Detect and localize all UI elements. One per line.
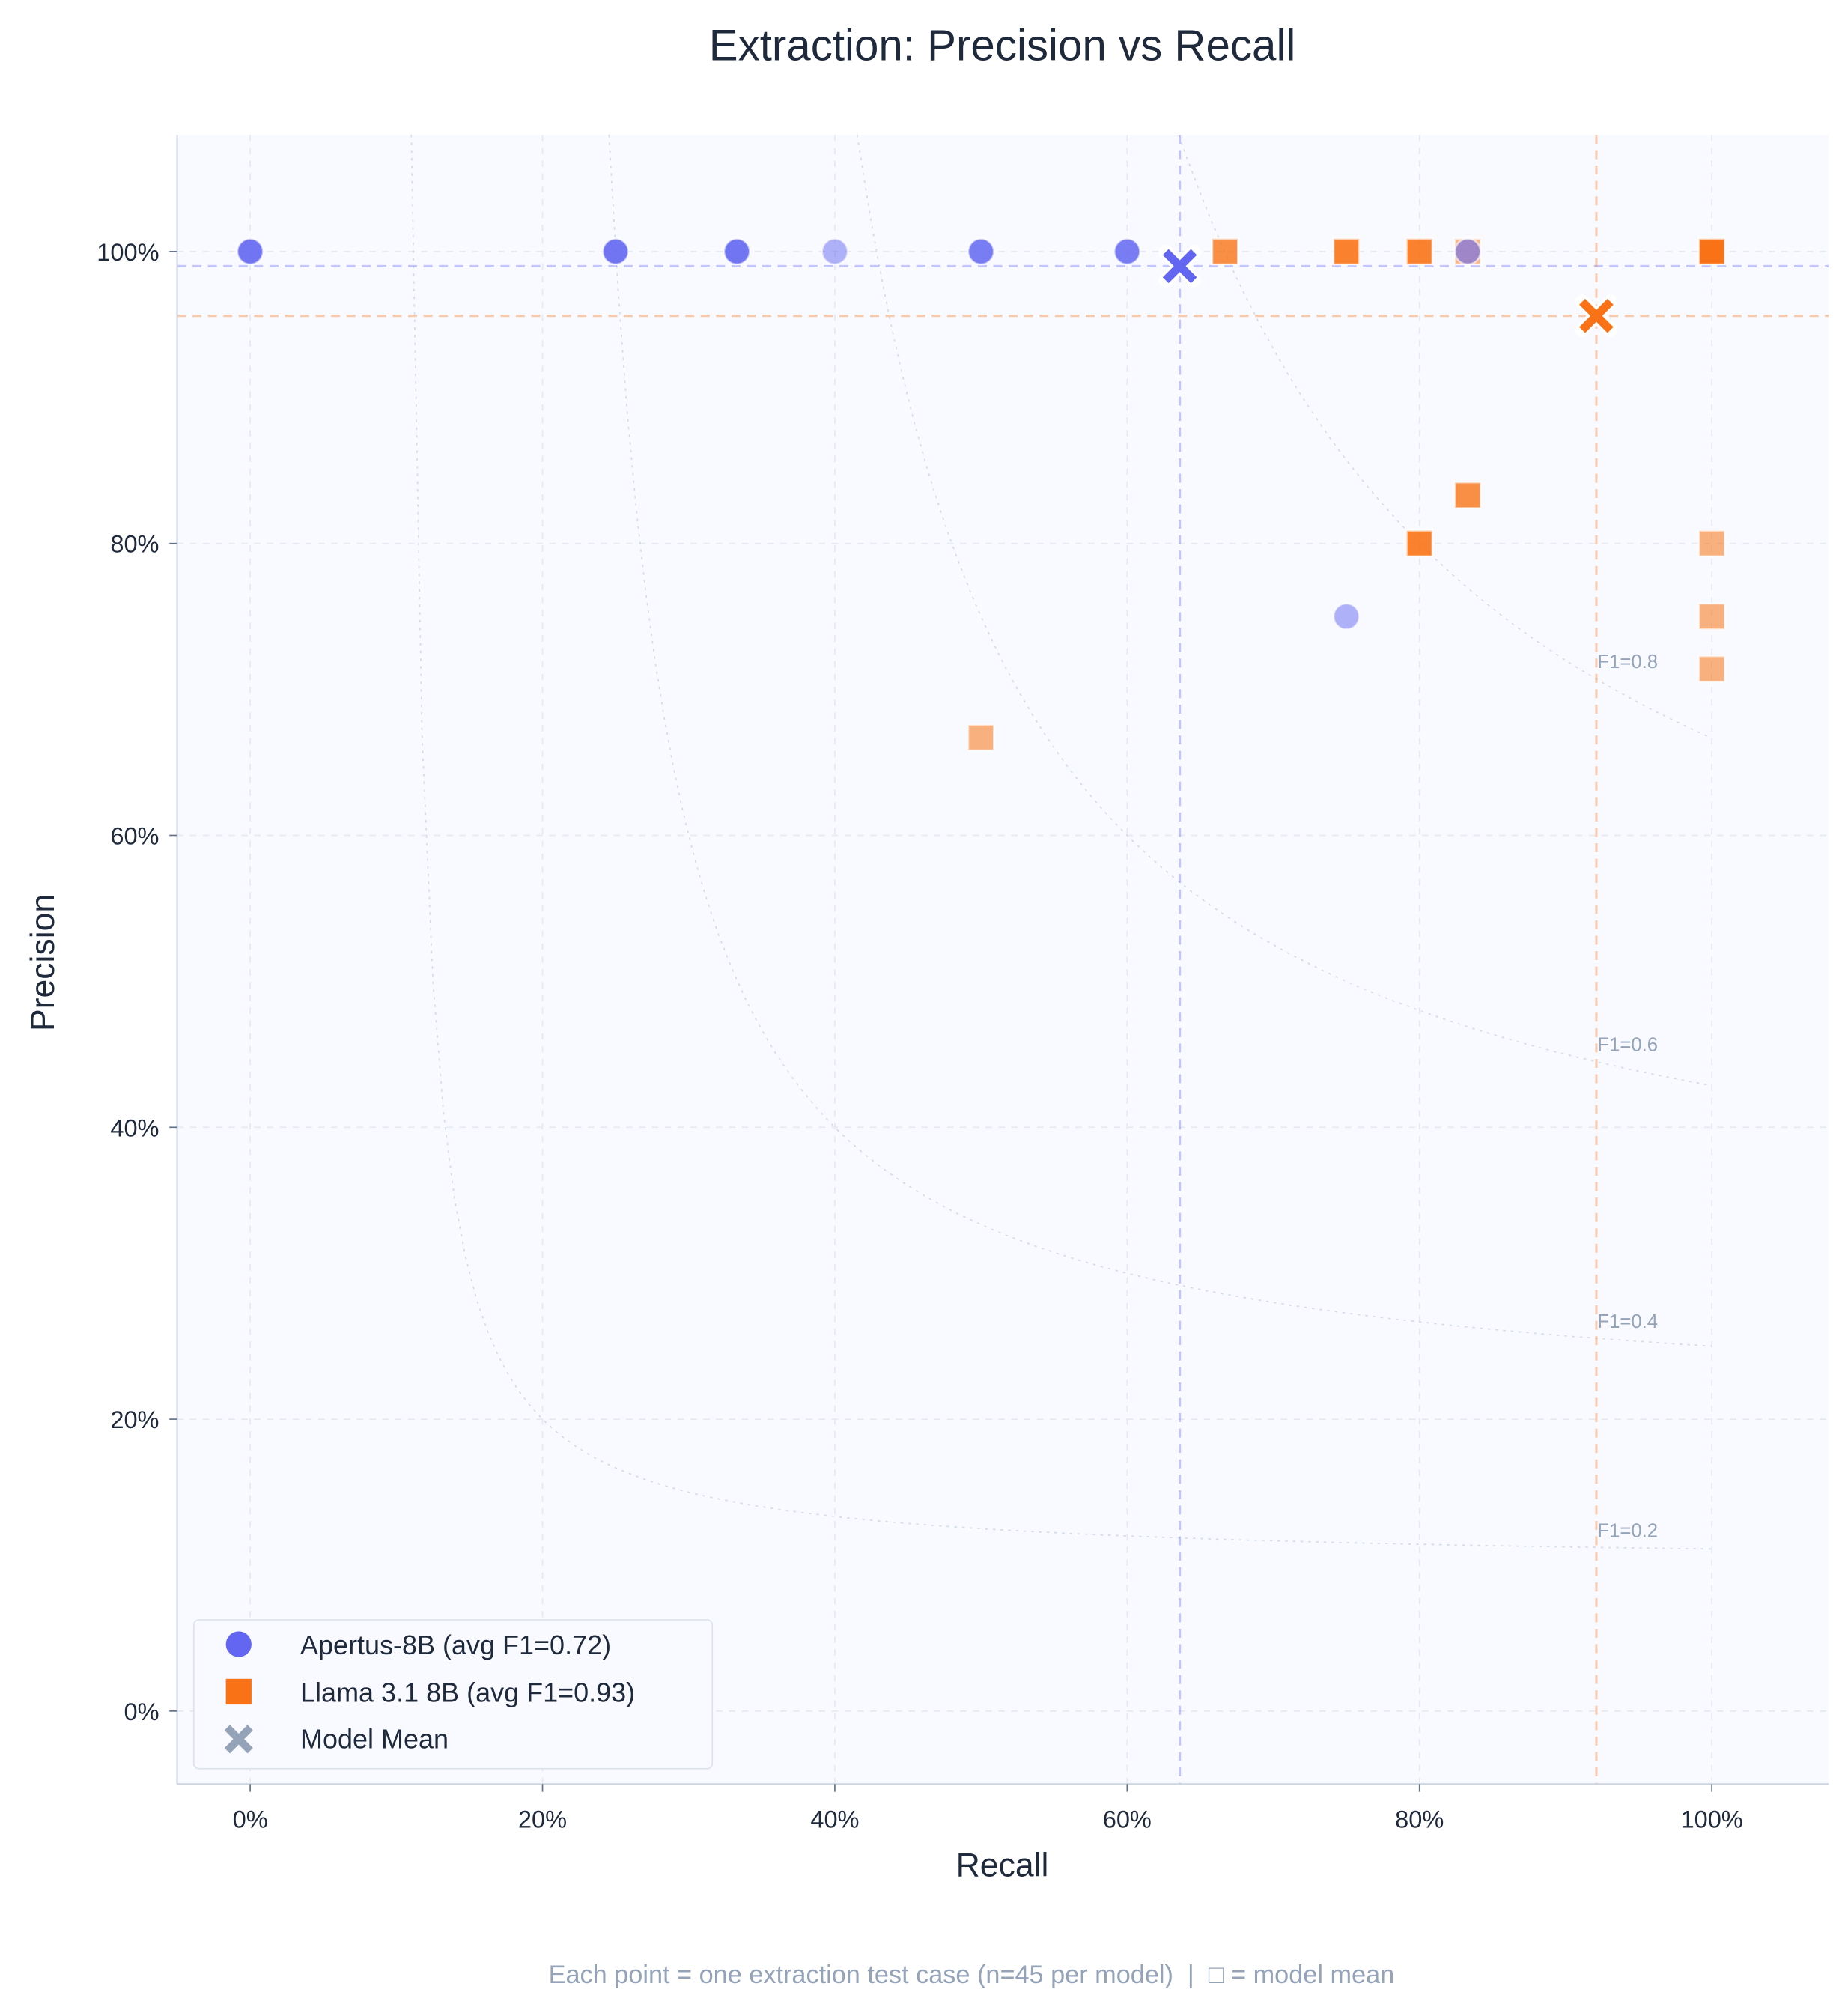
legend-label-mean: Model Mean [300,1723,449,1754]
x-tick-label: 100% [1681,1806,1743,1833]
data-point-square [1332,237,1361,266]
y-tick-label: 80% [110,531,159,558]
data-point-square [967,723,995,752]
legend-square-icon [225,1678,252,1705]
x-tick-label: 20% [518,1806,567,1833]
x-tick-label: 80% [1395,1806,1444,1833]
data-point-square [1697,655,1726,683]
f1-contour-label: F1=0.4 [1597,1311,1658,1332]
data-point-square [1405,237,1434,266]
data-point-circle [601,237,630,266]
f1-contour-line [410,134,1712,1550]
legend-x-icon [224,1725,253,1754]
data-point-circle [1332,602,1361,631]
y-tick-label: 100% [97,239,159,266]
data-point-square [1697,529,1726,558]
mean-markers [1158,245,1618,337]
data-points [236,237,1726,752]
f1-contour-line [857,134,1712,1087]
mean-lines [177,134,1829,1785]
data-point-square [1453,481,1482,509]
y-axis-label: Precision [25,894,61,1031]
f1-contours: F1=0.2 F1=0.4 F1=0.6 F1=0.8 [410,134,1712,1550]
ticks: 0% 20% 40% 60% 80% 100% 0% 20% 40% 60% 80% 100% [97,239,1742,1833]
data-point-circle [821,237,849,266]
data-point-square [1697,602,1726,631]
legend-box [192,1619,714,1770]
footnote: Each point = one extraction test case (n… [549,1961,1395,1989]
legend-label-llama: Llama 3.1 8B (avg F1=0.93) [300,1677,635,1708]
data-point-circle [967,237,995,266]
y-tick-label: 40% [110,1114,159,1141]
x-tick-label: 60% [1103,1806,1152,1833]
y-tick-label: 0% [124,1698,159,1725]
data-point-circle [1113,237,1141,266]
data-point-circle [1453,237,1482,266]
f1-contour-line [608,134,1712,1347]
x-axis-label: Recall [956,1847,1049,1884]
f1-contour-label: F1=0.8 [1597,652,1658,672]
chart-title: Extraction: Precision vs Recall [709,22,1296,70]
mean-x-marker [1162,249,1197,284]
data-point-circle [723,237,751,266]
f1-contour-label: F1=0.2 [1597,1521,1658,1542]
data-point-square [1211,237,1239,266]
y-tick-label: 60% [110,822,159,849]
plot-area [177,134,1829,1785]
f1-contour-line [1178,134,1712,739]
x-tick-label: 0% [233,1806,268,1833]
grid [177,134,1829,1785]
legend-label-apertus: Apertus-8B (avg F1=0.72) [300,1630,611,1660]
mean-x-marker [1579,298,1614,333]
data-point-square [1405,529,1434,558]
legend-circle-icon [225,1631,252,1657]
y-tick-label: 20% [110,1406,159,1433]
data-point-circle [236,237,264,266]
f1-contour-label: F1=0.6 [1597,1035,1658,1056]
data-point-square [1697,237,1726,266]
x-tick-label: 40% [810,1806,859,1833]
legend: Apertus-8B (avg F1=0.72) Llama 3.1 8B (a… [192,1619,714,1770]
